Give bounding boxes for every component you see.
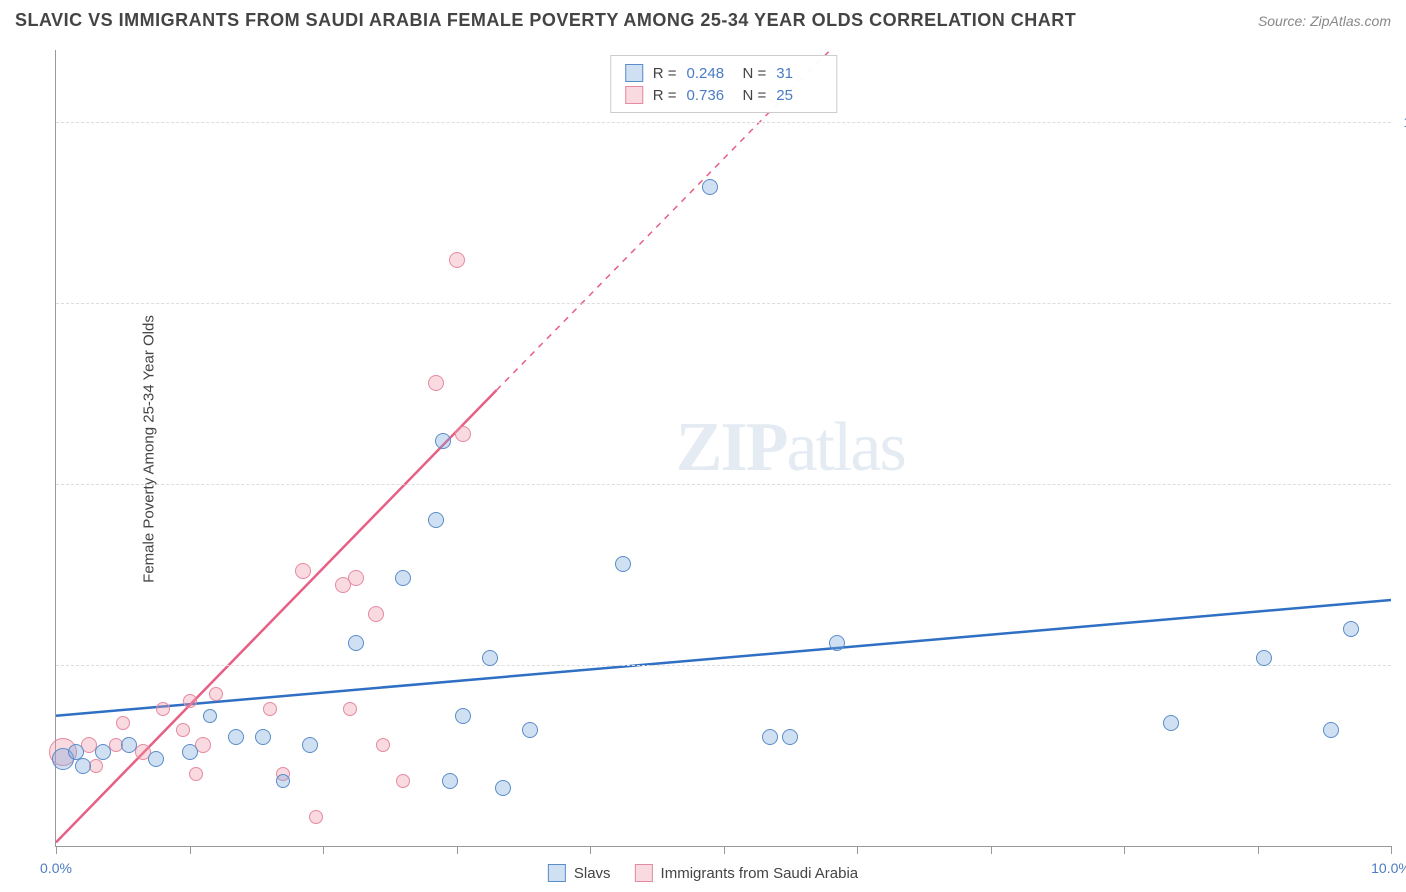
- point-saudi: [368, 606, 384, 622]
- point-saudi: [455, 426, 471, 442]
- x-tick: [1391, 846, 1392, 854]
- n-label: N =: [743, 87, 767, 104]
- point-slavs: [228, 729, 244, 745]
- swatch-slavs: [548, 864, 566, 882]
- chart-container: Female Poverty Among 25-34 Year Olds ZIP…: [55, 50, 1391, 847]
- point-saudi: [428, 375, 444, 391]
- point-slavs: [182, 744, 198, 760]
- point-slavs: [762, 729, 778, 745]
- point-saudi: [348, 570, 364, 586]
- x-tick: [724, 846, 725, 854]
- x-tick: [1258, 846, 1259, 854]
- point-saudi: [449, 252, 465, 268]
- point-slavs: [495, 780, 511, 796]
- r-value-saudi: 0.736: [687, 87, 733, 104]
- point-saudi: [176, 723, 190, 737]
- point-slavs: [203, 709, 217, 723]
- swatch-saudi: [625, 86, 643, 104]
- point-saudi: [189, 767, 203, 781]
- point-slavs: [1323, 722, 1339, 738]
- point-slavs: [255, 729, 271, 745]
- legend-item-slavs: Slavs: [548, 864, 611, 882]
- point-slavs: [615, 556, 631, 572]
- stats-legend: R = 0.248 N = 31 R = 0.736 N = 25: [610, 55, 838, 113]
- bottom-legend: Slavs Immigrants from Saudi Arabia: [548, 864, 858, 882]
- gridline: [56, 303, 1391, 304]
- point-slavs: [482, 650, 498, 666]
- point-saudi: [209, 687, 223, 701]
- x-tick: [991, 846, 992, 854]
- point-slavs: [702, 179, 718, 195]
- x-tick: [457, 846, 458, 854]
- point-saudi: [183, 694, 197, 708]
- x-tick: [323, 846, 324, 854]
- point-saudi: [396, 774, 410, 788]
- legend-label-slavs: Slavs: [574, 865, 611, 882]
- stats-row-saudi: R = 0.736 N = 25: [625, 84, 823, 106]
- header: SLAVIC VS IMMIGRANTS FROM SAUDI ARABIA F…: [15, 10, 1391, 31]
- legend-label-saudi: Immigrants from Saudi Arabia: [661, 865, 859, 882]
- point-saudi: [116, 716, 130, 730]
- swatch-slavs: [625, 64, 643, 82]
- legend-item-saudi: Immigrants from Saudi Arabia: [635, 864, 859, 882]
- source-label: Source: ZipAtlas.com: [1258, 13, 1391, 29]
- point-slavs: [428, 512, 444, 528]
- x-tick: [56, 846, 57, 854]
- n-value-saudi: 25: [776, 87, 822, 104]
- point-slavs: [1163, 715, 1179, 731]
- point-saudi: [89, 759, 103, 773]
- x-tick: [857, 846, 858, 854]
- point-slavs: [348, 635, 364, 651]
- stats-row-slavs: R = 0.248 N = 31: [625, 62, 823, 84]
- point-saudi: [343, 702, 357, 716]
- swatch-saudi: [635, 864, 653, 882]
- watermark: ZIPatlas: [676, 408, 905, 488]
- point-saudi: [263, 702, 277, 716]
- point-saudi: [376, 738, 390, 752]
- point-slavs: [75, 758, 91, 774]
- chart-title: SLAVIC VS IMMIGRANTS FROM SAUDI ARABIA F…: [15, 10, 1076, 31]
- x-tick: [1124, 846, 1125, 854]
- x-tick: [190, 846, 191, 854]
- point-slavs: [455, 708, 471, 724]
- n-value-slavs: 31: [776, 65, 822, 82]
- point-slavs: [1256, 650, 1272, 666]
- r-label: R =: [653, 65, 677, 82]
- x-tick-label: 0.0%: [40, 860, 72, 876]
- trend-svg: [56, 50, 1391, 846]
- point-saudi: [295, 563, 311, 579]
- gridline: [56, 484, 1391, 485]
- x-tick-label: 10.0%: [1371, 860, 1406, 876]
- r-label: R =: [653, 87, 677, 104]
- gridline: [56, 665, 1391, 666]
- r-value-slavs: 0.248: [687, 65, 733, 82]
- point-slavs: [148, 751, 164, 767]
- point-slavs: [435, 433, 451, 449]
- point-slavs: [276, 774, 290, 788]
- point-slavs: [829, 635, 845, 651]
- point-slavs: [121, 737, 137, 753]
- point-saudi: [156, 702, 170, 716]
- point-saudi: [309, 810, 323, 824]
- point-slavs: [442, 773, 458, 789]
- point-slavs: [782, 729, 798, 745]
- point-slavs: [302, 737, 318, 753]
- n-label: N =: [743, 65, 767, 82]
- point-slavs: [95, 744, 111, 760]
- point-slavs: [1343, 621, 1359, 637]
- point-slavs: [395, 570, 411, 586]
- plot-area: ZIPatlas R = 0.248 N = 31 R = 0.736 N = …: [55, 50, 1391, 847]
- gridline: [56, 122, 1391, 123]
- point-slavs: [522, 722, 538, 738]
- x-tick: [590, 846, 591, 854]
